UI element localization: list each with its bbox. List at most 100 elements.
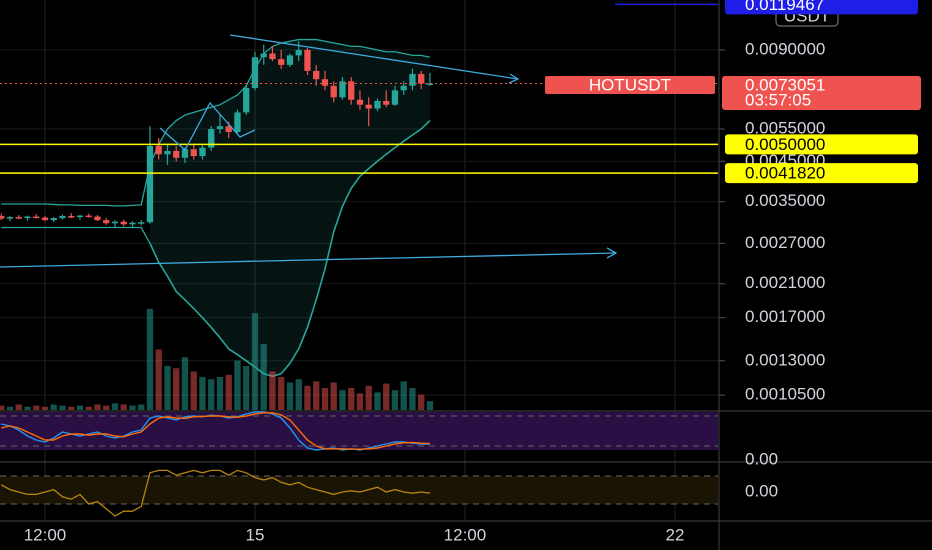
volume-bar [365,385,372,410]
volume-bar [190,371,197,410]
candle-body [190,149,197,157]
candle-body [278,59,285,65]
volume-bar [33,405,40,410]
candle-body [426,83,434,85]
countdown-label: 03:57:05 [745,90,811,109]
volume-bar [173,368,180,410]
candle-body [304,49,311,71]
volume-bar [50,404,57,410]
candle-body [181,149,189,158]
symbol-box [545,76,715,94]
volume-bar [15,404,22,410]
volume-bar [304,385,311,410]
candle-body [129,222,136,225]
candle-body [295,49,302,56]
candle-body [103,220,110,224]
pattern-line [159,101,256,152]
volume-bar [164,366,171,410]
volume-bar [339,390,346,410]
candle-body [339,81,346,98]
y-tick-label: 0.0035000 [745,191,825,210]
y-tick-label: 0.0017000 [745,307,825,326]
candle-body [418,73,425,84]
candle-body [76,215,84,218]
x-tick-label: 15 [246,525,265,544]
y-tick-label: 0.0010500 [745,385,825,404]
volume-bar [374,392,381,410]
x-tick-label: 12:00 [24,525,67,544]
volume-bar [321,388,329,410]
volume-bar [76,405,84,410]
oscillator-line [0,469,431,517]
y-tick-label: 0.0090000 [745,39,825,58]
volume-bar [0,405,5,410]
candle-body [234,112,241,132]
marks [0,3,718,517]
volume-bar [94,404,101,410]
candle-body [199,147,206,157]
volume-bar [348,388,355,410]
volume-bar [208,379,215,410]
candle-body [155,145,162,155]
volume-bar [260,344,267,410]
last-price-box [722,76,921,110]
volume-bar [400,381,407,410]
osc-panel [0,476,718,504]
x-tick-label: 22 [665,525,684,544]
stoch-panel [0,412,718,450]
candle-body [243,88,250,113]
candle-body [173,150,180,158]
candle-body [59,216,66,219]
hline-label-box [725,0,918,15]
candle-body [111,221,119,224]
hline-label-box [725,163,918,184]
last-price-label: 0.0073051 [745,75,825,94]
volume-bar [383,383,390,410]
volume-bar [243,366,250,410]
volume-bar [251,313,259,410]
candle-body [216,126,224,130]
volume-bar [155,349,162,410]
candle-body [6,217,14,219]
arrow-head [606,247,618,259]
stoch-axis-label: 0.00 [745,449,778,468]
y-tick-label: 0.0021000 [745,273,825,292]
arrow-head [508,73,520,84]
candle-body [321,79,329,86]
volume-bar [120,404,127,410]
band-upper-early [1,164,151,207]
candle-body [15,217,22,219]
candle-body [68,216,75,218]
volume-bar [286,382,294,410]
candle-body [0,216,5,219]
volume-bar [278,377,285,410]
volume-bar [313,381,320,410]
hline-label: 0.0041820 [745,164,825,183]
candle-body [208,129,215,148]
candle-body [313,70,320,80]
volume-bar [391,390,399,410]
candle-body [24,216,31,219]
volume-bar [295,379,302,410]
hline-label: 0.0119467 [745,0,824,14]
band-lower-early [1,226,151,244]
candle-body [400,85,407,91]
candle-body [365,104,372,109]
volume-bar [216,377,224,410]
y-tick-label: 0.0055000 [745,119,825,138]
candle-body [33,216,40,219]
trend-lines [0,34,618,268]
volume-bar [59,405,66,410]
volume-bar [234,360,241,410]
candle-body [348,81,355,100]
candle-body [41,217,49,221]
candle-body [120,221,127,225]
volume-bar [111,403,119,410]
symbol-label: HOTUSDT [589,75,671,94]
volume-bar [129,405,136,410]
candle-body [85,215,92,218]
hline-label-box [725,134,918,155]
band-lower [149,119,431,378]
candle-body [146,145,154,223]
